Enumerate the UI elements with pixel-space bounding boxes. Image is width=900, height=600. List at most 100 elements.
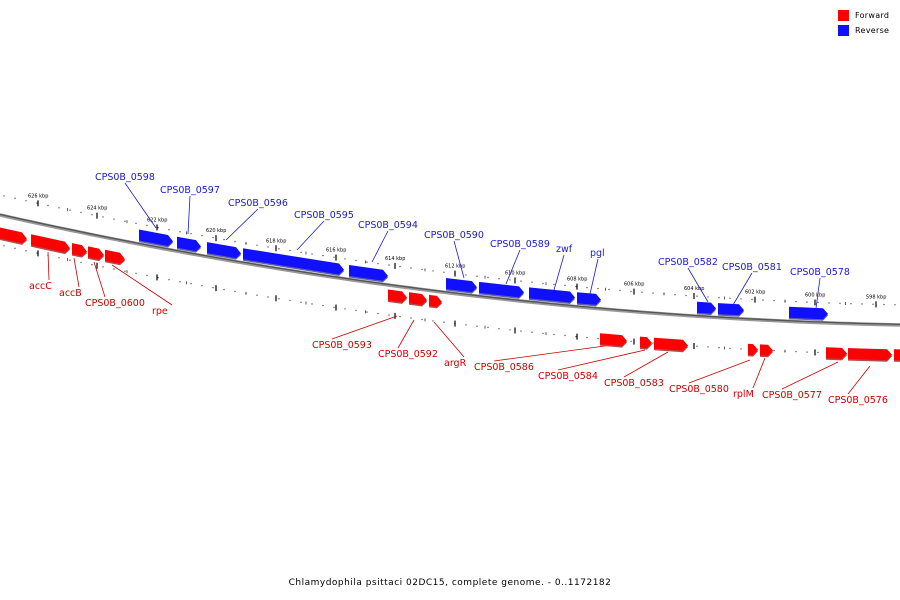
reverse-leader [589, 258, 599, 295]
inner-track-dot [366, 311, 368, 313]
gene-body [349, 265, 388, 281]
forward-gene [388, 289, 407, 304]
inner-track-dot [135, 272, 137, 275]
forward-gene-label: CPS0B_0583 [604, 378, 664, 389]
inner-track-dot [322, 304, 324, 307]
outer-track-dot [366, 261, 368, 263]
reverse-leader [124, 182, 157, 229]
legend-forward: Forward [838, 8, 900, 23]
gene-body [479, 281, 524, 298]
outer-track-dot [740, 298, 742, 300]
reverse-leader [225, 208, 259, 241]
outer-track-dot [707, 296, 709, 298]
gene-body [388, 289, 407, 303]
outer-track-dot [223, 238, 225, 241]
tick-label: 614 kbp [385, 256, 405, 262]
outer-track-dot [652, 292, 654, 294]
outer-track-dot [839, 302, 841, 304]
outer-track-dot [58, 207, 60, 209]
reverse-leader [371, 230, 389, 263]
tick-label: 604 kbp [684, 286, 704, 292]
outer-track-dot [157, 226, 159, 229]
gene-body [243, 248, 344, 275]
inner-track-dot [773, 349, 775, 352]
outer-track-dot [344, 258, 346, 260]
inner-track-dot [498, 328, 500, 330]
inner-track-dot [344, 308, 346, 310]
outer-track-dot [630, 290, 632, 293]
inner-track-dot [91, 264, 93, 266]
forward-gene [826, 347, 847, 361]
inner-track-dot [531, 331, 533, 333]
tick-label: 616 kbp [326, 248, 346, 254]
inner-track-dot [355, 309, 357, 312]
outer-track-dot [234, 240, 236, 243]
outer-track-dot [113, 218, 115, 220]
outer-track-dot [25, 200, 27, 202]
outer-track-dot [267, 246, 269, 248]
outer-track-dot [762, 299, 764, 301]
forward-swatch [838, 10, 849, 21]
outer-track-dot [146, 224, 148, 227]
outer-track-dot [729, 297, 731, 299]
outer-track-dot [278, 248, 280, 250]
inner-track-dot [817, 351, 819, 354]
forward-gene [105, 249, 125, 266]
inner-track-dot [377, 312, 379, 315]
gene-body [894, 349, 900, 361]
gene-body [446, 278, 477, 293]
inner-track-dot [102, 266, 104, 268]
outer-track-dot [399, 265, 401, 268]
tick-label: 620 kbp [206, 228, 226, 234]
forward-leader [331, 315, 398, 340]
gene-body [748, 343, 758, 356]
backbone-line [0, 213, 900, 325]
gene-body [826, 347, 847, 359]
gene-body [88, 246, 104, 260]
outer-track-dot [619, 289, 621, 292]
outer-track-dot [641, 291, 643, 293]
inner-track-dot [300, 301, 302, 303]
reverse-gene [789, 306, 828, 321]
forward-gene-label: accC [29, 281, 52, 292]
outer-track-dot [674, 294, 676, 296]
inner-track-dot [190, 283, 192, 285]
inner-track-dot [311, 303, 313, 305]
outer-track-dot [564, 284, 566, 287]
forward-gene-label: CPS0B_0584 [538, 371, 598, 382]
gene-body [409, 292, 427, 305]
outer-track-dot [773, 299, 775, 302]
outer-track-dot [806, 301, 808, 303]
gene-body [105, 249, 125, 264]
inner-track-dot [806, 351, 808, 353]
reverse-gene-label: CPS0B_0595 [294, 210, 354, 221]
tick-label: 622 kbp [147, 217, 167, 223]
outer-track-dot [322, 254, 324, 257]
gene-body [600, 333, 627, 347]
inner-track-dot [432, 320, 434, 322]
outer-track-dot [256, 244, 258, 246]
outer-track-dot [520, 280, 522, 282]
reverse-leader [453, 240, 465, 279]
outer-track-dot [179, 231, 181, 233]
outer-track-dot [69, 209, 71, 211]
inner-track-dot [223, 288, 225, 291]
reverse-gene-label: CPS0B_0589 [490, 239, 550, 250]
forward-leader [688, 359, 751, 384]
forward-gene [894, 349, 900, 362]
forward-gene [31, 234, 70, 255]
forward-gene-label: CPS0B_0586 [474, 362, 534, 373]
inner-track-dot [58, 257, 60, 259]
inner-track-dot [795, 350, 797, 353]
forward-gene-label: rplM [733, 389, 754, 400]
outer-track-dot [47, 204, 49, 207]
inner-track-dot [267, 296, 269, 298]
outer-track-dot [135, 222, 137, 225]
outer-track-dot [355, 259, 357, 262]
reverse-gene [139, 229, 173, 248]
outer-track-dot [377, 262, 379, 265]
reverse-gene [446, 278, 477, 294]
forward-gene [640, 336, 652, 350]
map-caption: Chlamydophila psittaci 02DC15, complete … [288, 578, 612, 588]
forward-gene [760, 344, 773, 358]
